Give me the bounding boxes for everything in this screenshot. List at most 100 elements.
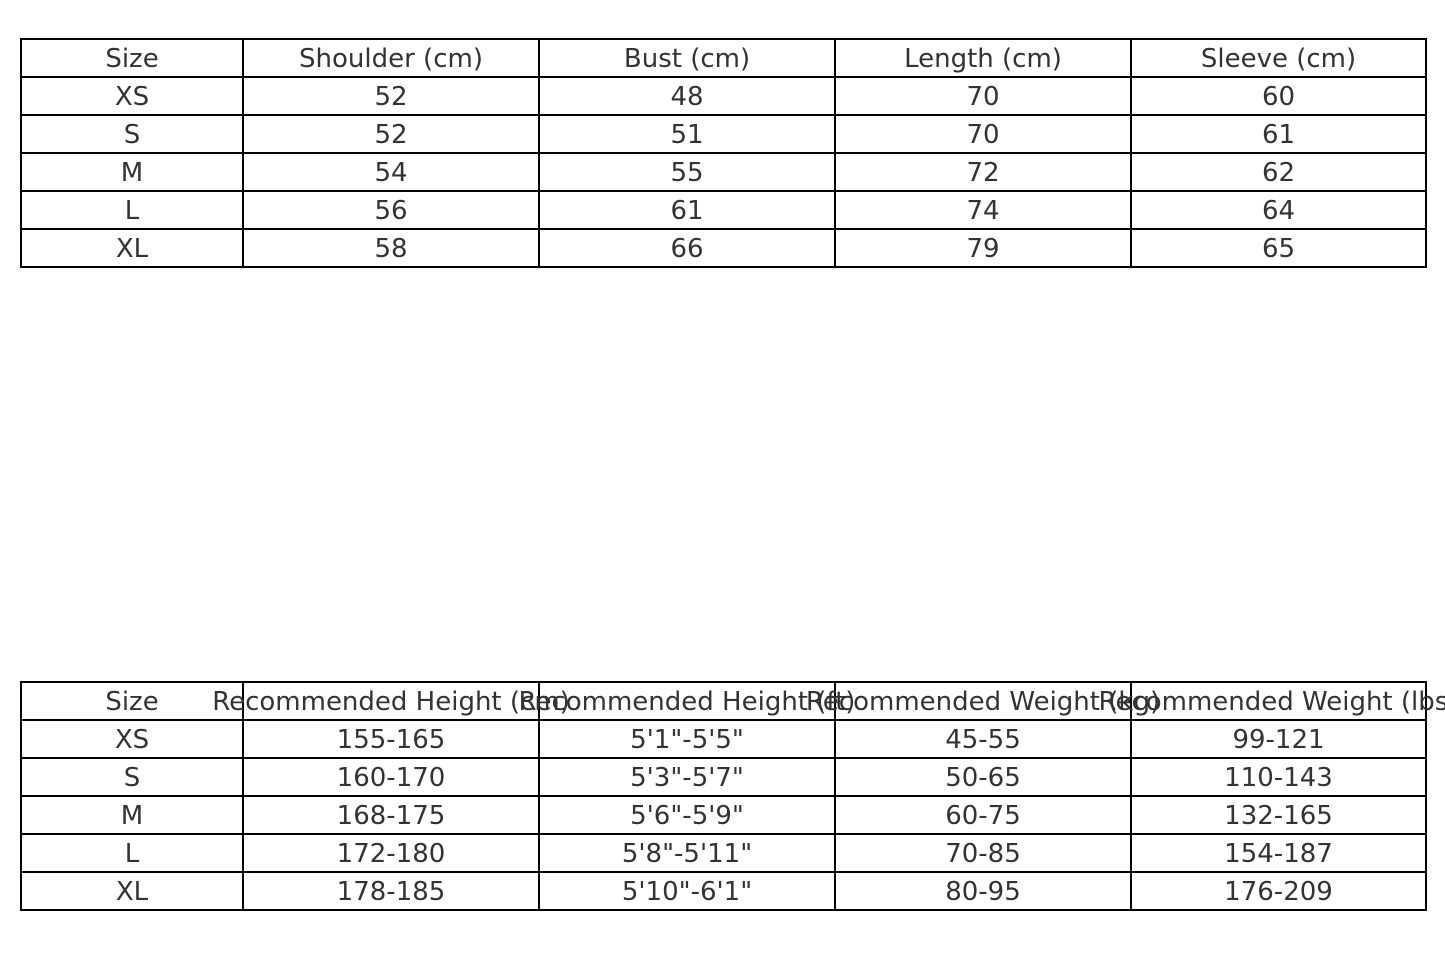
table-cell: 60-75 <box>834 795 1132 835</box>
cell-text: 52 <box>374 120 408 151</box>
table-cell: 70 <box>834 76 1132 116</box>
cell-text: 80-95 <box>945 877 1021 908</box>
cell-text: 132-165 <box>1224 801 1333 832</box>
table-cell: 5'8"-5'11" <box>538 833 836 873</box>
cell-text: 60 <box>1261 82 1296 113</box>
cell-text: 61 <box>670 196 704 227</box>
recommendation-table: Size Recommended Height (cm) Recommended H… <box>20 681 1445 911</box>
cell-text: XS <box>114 725 150 756</box>
table-cell: XL <box>20 228 244 268</box>
table-cell: 160-170 <box>242 757 540 797</box>
table-cell: 65 <box>1130 228 1427 268</box>
table-row: XS 155-165 5'1"-5'5" 45-55 99-121 <box>20 719 1427 759</box>
table-cell: 5'6"-5'9" <box>538 795 836 835</box>
table-cell: S <box>20 757 244 797</box>
cell-text: 110-143 <box>1224 763 1333 794</box>
cell-text: 176-209 <box>1224 877 1333 908</box>
header-cell: Sleeve (cm) <box>1130 38 1427 78</box>
cell-text: 61 <box>1261 120 1296 151</box>
table-cell: 70-85 <box>834 833 1132 873</box>
cell-text: 48 <box>670 82 704 113</box>
table-cell: XL <box>20 871 244 911</box>
cell-text: 51 <box>670 120 704 151</box>
table-cell: 99-121 <box>1130 719 1427 759</box>
table-cell: 80-95 <box>834 871 1132 911</box>
table-cell: 45-55 <box>834 719 1132 759</box>
cell-text: Recommended Weight (lbs) <box>1098 687 1445 718</box>
cell-text: 52 <box>374 82 408 113</box>
cell-text: 58 <box>374 234 408 265</box>
table-cell: 5'1"-5'5" <box>538 719 836 759</box>
table-cell: 5'10"-6'1" <box>538 871 836 911</box>
cell-text: L <box>124 839 140 870</box>
header-cell: Size <box>20 681 244 721</box>
table-row: L 172-180 5'8"-5'11" 70-85 154-187 <box>20 833 1427 873</box>
table-cell: 154-187 <box>1130 833 1427 873</box>
header-row: Size Shoulder (cm) Bust (cm) Length (cm) Sle… <box>20 38 1427 78</box>
table-cell: 72 <box>834 152 1132 192</box>
cell-text: M <box>120 158 144 189</box>
header-cell: Recommended Height (cm) <box>212 681 570 721</box>
cell-text: XL <box>115 877 149 908</box>
table-cell: 70 <box>834 114 1132 154</box>
cell-text: Recommended Height (ft) <box>518 687 856 718</box>
cell-text: 99-121 <box>1232 725 1325 756</box>
cell-text: 54 <box>374 158 408 189</box>
cell-text: 70-85 <box>945 839 1021 870</box>
cell-text: M <box>120 801 144 832</box>
cell-text: 5'8"-5'11" <box>621 839 753 870</box>
cell-text: 5'1"-5'5" <box>630 725 744 756</box>
table-cell: 50-65 <box>834 757 1132 797</box>
cell-text: S <box>123 120 141 151</box>
cell-text: 168-175 <box>336 801 446 832</box>
cell-text: 5'6"-5'9" <box>630 801 744 832</box>
cell-text: 154-187 <box>1224 839 1333 870</box>
header-cell: Length (cm) <box>834 38 1132 78</box>
table-cell: XS <box>20 719 244 759</box>
table-cell: 52 <box>242 76 540 116</box>
table-cell: 61 <box>1130 114 1427 154</box>
cell-text: 79 <box>966 234 1000 265</box>
table-cell: S <box>20 114 244 154</box>
header-cell: Shoulder (cm) <box>242 38 540 78</box>
cell-text: Sleeve (cm) <box>1200 44 1357 75</box>
header-cell: Recommended Weight (lbs) <box>1099 681 1445 721</box>
cell-text: 55 <box>670 158 704 189</box>
table-cell: 55 <box>538 152 836 192</box>
cell-text: 56 <box>374 196 408 227</box>
table-row: M 54 55 72 62 <box>20 152 1427 192</box>
table-cell: 54 <box>242 152 540 192</box>
cell-text: XL <box>115 234 149 265</box>
table-cell: M <box>20 795 244 835</box>
table-cell: 176-209 <box>1130 871 1427 911</box>
cell-text: 60-75 <box>945 801 1021 832</box>
table-cell: 79 <box>834 228 1132 268</box>
table-cell: 5'3"-5'7" <box>538 757 836 797</box>
cell-text: 5'10"-6'1" <box>621 877 753 908</box>
cell-text: 66 <box>670 234 704 265</box>
table-cell: 62 <box>1130 152 1427 192</box>
header-cell: Recommended Weight (kg) <box>806 681 1160 721</box>
cell-text: 72 <box>966 158 1000 189</box>
cell-text: Length (cm) <box>904 44 1062 75</box>
table-row: XL 58 66 79 65 <box>20 228 1427 268</box>
table-cell: 168-175 <box>242 795 540 835</box>
header-row: Size Recommended Height (cm) Recommended H… <box>20 681 1445 721</box>
table-cell: 64 <box>1130 190 1427 230</box>
table-cell: 132-165 <box>1130 795 1427 835</box>
table-cell: 66 <box>538 228 836 268</box>
cell-text: 45-55 <box>945 725 1021 756</box>
cell-text: S <box>123 763 141 794</box>
table-cell: 60 <box>1130 76 1427 116</box>
table-cell: 51 <box>538 114 836 154</box>
table-cell: L <box>20 190 244 230</box>
cell-text: 155-165 <box>336 725 446 756</box>
table-cell: 48 <box>538 76 836 116</box>
measurements-table: Size Shoulder (cm) Bust (cm) Length (cm) Sle… <box>20 38 1427 268</box>
header-cell: Bust (cm) <box>538 38 836 78</box>
cell-text: 70 <box>966 120 1000 151</box>
table-cell: 58 <box>242 228 540 268</box>
table-row: M 168-175 5'6"-5'9" 60-75 132-165 <box>20 795 1427 835</box>
cell-text: 70 <box>966 82 1000 113</box>
table-cell: XS <box>20 76 244 116</box>
